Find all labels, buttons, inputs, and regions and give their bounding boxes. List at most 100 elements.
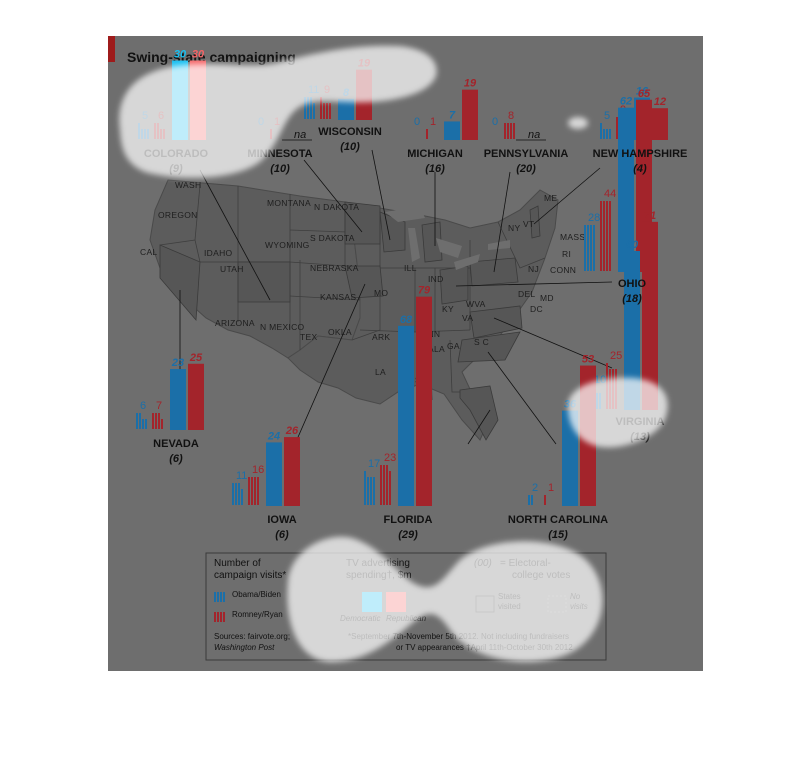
visits-romney-michigan-tick xyxy=(426,129,428,139)
visits-romney-iowa-tick xyxy=(254,477,256,487)
tv-rep-label-michigan: 19 xyxy=(464,78,477,90)
visits-obama-ohio-tick xyxy=(587,249,589,259)
tv-dem-label-wisconsin: 8 xyxy=(343,87,350,99)
legend-obama-tick xyxy=(220,592,222,602)
tv-rep-label-colorado: 30 xyxy=(192,49,205,61)
state-florida xyxy=(459,385,499,441)
visits-romney-ohio-tick xyxy=(609,207,611,217)
state-nevada xyxy=(159,244,201,322)
visits-romney-florida-tick xyxy=(383,465,385,475)
visits-romney-label-wisconsin: 9 xyxy=(324,84,330,96)
legend-sources-2: Washington Post xyxy=(214,643,275,652)
tv-dem-bar-florida xyxy=(398,325,414,506)
visits-obama-iowa-tick xyxy=(232,483,234,493)
visits-obama-iowa-tick xyxy=(235,489,237,499)
visits-obama-wisconsin-tick xyxy=(307,97,309,107)
visits-obama-label-wisconsin: 11 xyxy=(308,84,319,96)
tv-dem-bar-virginia xyxy=(624,251,640,410)
legend-romney-tick xyxy=(214,612,216,622)
visits-romney-ohio-tick xyxy=(603,231,605,241)
visits-obama-ohio-tick xyxy=(584,243,586,253)
visits-obama-ohio-tick xyxy=(590,243,592,253)
visits-romney-virginia-tick xyxy=(609,369,611,379)
visits-romney-colorado-tick xyxy=(157,123,159,133)
tv-rep-label-nevada: 25 xyxy=(189,352,203,364)
visits-obama-florida-tick xyxy=(373,483,375,493)
tv-dem-label-colorado: 30 xyxy=(174,49,187,61)
visits-obama-ohio-tick xyxy=(590,225,592,235)
visits-obama-iowa-tick xyxy=(235,495,237,505)
state-chart-florida: 17 23 68 79 xyxy=(364,285,432,506)
tv-dem-bar-nevada xyxy=(170,369,186,430)
visits-romney-ohio xyxy=(600,201,611,271)
tv-rep-bar-florida xyxy=(416,296,432,506)
map-label-del: DEL xyxy=(518,289,535,299)
map-label-vt: VT xyxy=(523,219,534,229)
tv-rep-bar-wisconsin xyxy=(356,69,372,120)
visits-romney-florida-tick xyxy=(386,477,388,487)
map-label-ark: ARK xyxy=(372,332,390,342)
visits-romney-florida-tick xyxy=(383,483,385,493)
visited-states xyxy=(159,201,541,441)
visits-obama-iowa-tick xyxy=(238,489,240,499)
visits-romney-florida-tick xyxy=(389,495,391,505)
leader-virginia xyxy=(493,317,613,369)
visits-romney-florida-tick xyxy=(380,471,382,481)
visits-obama-iowa-tick xyxy=(235,483,237,493)
legend-visits-title-2: campaign visits* xyxy=(214,570,287,581)
leader-iowa xyxy=(287,283,366,461)
state-chart-north-carolina: 2 1 36 53 xyxy=(528,354,596,506)
state-michigan xyxy=(421,221,443,263)
visits-obama-label-new-hampshire: 5 xyxy=(604,110,610,122)
visits-romney-label-nevada: 7 xyxy=(156,400,162,412)
legend-no-visits-2: visits xyxy=(570,602,588,611)
tv-rep-bar-colorado xyxy=(190,60,206,140)
visits-obama-florida-tick xyxy=(364,471,366,481)
visits-romney-minnesota xyxy=(270,129,272,139)
visits-romney-ohio-tick xyxy=(603,225,605,235)
tv-dem-bar-wisconsin xyxy=(338,98,354,120)
state-name-iowa: IOWA xyxy=(267,514,297,526)
visits-obama-nevada-tick xyxy=(142,419,144,429)
map-label-s-dakota: S DAKOTA xyxy=(310,233,355,243)
visits-romney-florida-tick xyxy=(389,477,391,487)
visits-obama-colorado-tick xyxy=(144,129,146,139)
legend-romney-tick xyxy=(217,612,219,622)
tv-rep-label-florida: 79 xyxy=(418,285,431,297)
visits-romney-ohio-tick xyxy=(600,213,602,223)
visits-romney-ohio-tick xyxy=(606,225,608,235)
tv-dem-label-iowa: 24 xyxy=(267,430,280,442)
visits-romney-ohio-tick xyxy=(606,213,608,223)
legend-visited-1: States xyxy=(498,592,521,601)
tv-dem-label-north-carolina: 36 xyxy=(564,399,577,411)
visits-obama-ohio-tick xyxy=(593,225,595,235)
visits-romney-florida-tick xyxy=(383,495,385,505)
visits-romney-iowa-tick xyxy=(254,483,256,493)
visits-romney-label-ohio: 44 xyxy=(604,188,616,200)
map-label-n-mexico: N MEXICO xyxy=(260,322,305,332)
visits-obama-label-pennsylvania: 0 xyxy=(492,116,498,128)
leader-north-carolina xyxy=(487,351,557,445)
visits-romney-iowa-tick xyxy=(251,495,253,505)
state-name-florida: FLORIDA xyxy=(383,514,433,526)
visits-romney-ohio-tick xyxy=(609,255,611,265)
visits-obama-label-michigan: 0 xyxy=(414,116,420,128)
legend-tv-title-1: TV advertising xyxy=(346,558,410,569)
visits-romney-ohio-tick xyxy=(600,237,602,247)
visits-romney-label-florida: 23 xyxy=(384,452,396,464)
visits-romney-ohio-tick xyxy=(600,249,602,259)
visits-romney-pennsylvania-tick xyxy=(507,123,509,133)
legend-romney-tick xyxy=(223,612,225,622)
map-label-s-c: S C xyxy=(474,337,489,347)
visits-romney-nevada-tick xyxy=(158,419,160,429)
visits-romney-ohio-tick xyxy=(606,237,608,247)
visits-obama-new-hampshire-tick xyxy=(600,123,602,133)
leader-florida xyxy=(467,409,491,445)
state-name-wisconsin: WISCONSIN xyxy=(318,126,382,138)
visits-obama-nevada-tick xyxy=(139,419,141,429)
visits-romney-florida-tick xyxy=(386,471,388,481)
state-ev-new-hampshire: (4) xyxy=(633,163,647,175)
visits-romney-ohio-tick xyxy=(606,219,608,229)
visits-romney-ohio-tick xyxy=(606,249,608,259)
visits-romney-new-hampshire-tick xyxy=(616,129,618,139)
